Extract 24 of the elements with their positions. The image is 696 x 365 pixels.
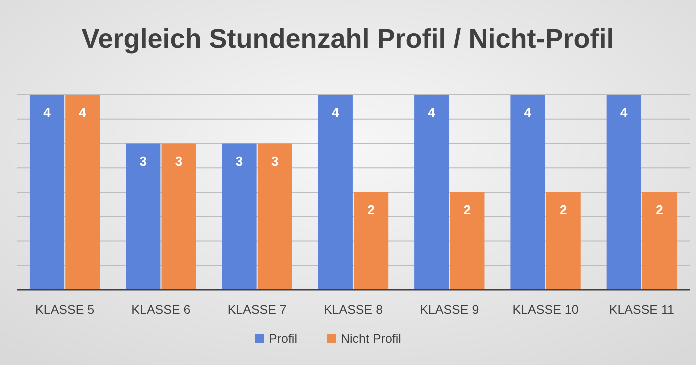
data-label: 4 [44,105,52,120]
legend-label: Nicht Profil [341,332,402,346]
x-tick-label: KLASSE 10 [512,303,579,317]
legend-label: Profil [269,332,298,346]
data-label: 2 [656,202,664,218]
data-label: 2 [368,202,375,218]
chart-title: Vergleich Stundenzahl Profil / Nicht-Profil [82,24,614,54]
data-label: 3 [140,154,148,169]
data-label: 3 [236,154,244,169]
x-tick-label: KLASSE 11 [609,303,675,317]
data-label: 4 [620,105,628,120]
x-tick-label: KLASSE 6 [132,303,191,317]
x-tick-label: KLASSE 9 [420,303,480,317]
data-label: 4 [524,105,532,120]
data-label: 4 [332,105,340,120]
x-tick-label: KLASSE 7 [228,303,287,317]
data-label: 2 [560,202,568,218]
data-label: 2 [464,202,472,218]
data-label: 4 [79,105,88,120]
x-tick-label: KLASSE 8 [324,303,384,317]
x-tick-label: KLASSE 5 [36,303,95,317]
data-label: 3 [175,154,183,169]
data-label: 4 [428,105,436,120]
data-label: 3 [272,154,279,169]
